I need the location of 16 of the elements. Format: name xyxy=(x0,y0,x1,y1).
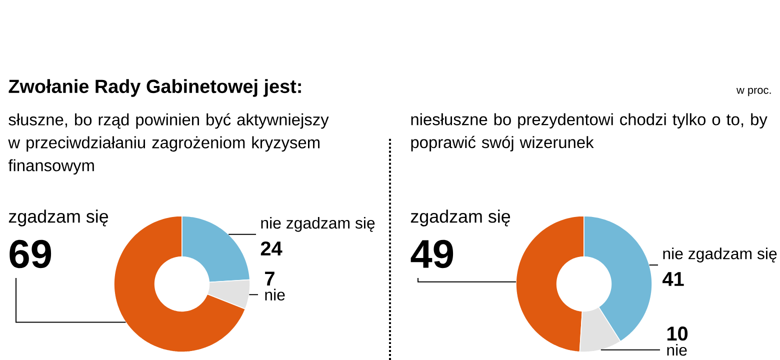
slice-label: nie zgadzam się xyxy=(261,216,375,232)
data-label: 41 xyxy=(662,272,684,286)
chart-subtitle: niesłuszne bo prezydentowi chodzi tylko o to, by poprawić swój wizerunek xyxy=(411,113,768,152)
data-label: 7 xyxy=(265,272,274,286)
slice-label: nie xyxy=(265,288,285,300)
slice-label: zgadzam się xyxy=(410,210,510,226)
data-label: 69 xyxy=(10,240,52,268)
data-label: 10 xyxy=(667,326,688,341)
slice-label: nie zgadzam się xyxy=(663,248,777,262)
data-label: 24 xyxy=(260,241,282,256)
data-label: 49 xyxy=(410,240,454,268)
slice-label: zgadzam się xyxy=(8,210,108,226)
slice-label: nie xyxy=(667,344,687,356)
text: w proc. xyxy=(736,88,771,96)
chart-subtitle: słuszne, bo rząd powinien być aktywniejszy w przeciwdziałaniu zagrożeniom kryzysem finansowym xyxy=(8,113,329,175)
chart-title: Zwołanie Rady Gabinetowej jest: xyxy=(8,79,301,97)
